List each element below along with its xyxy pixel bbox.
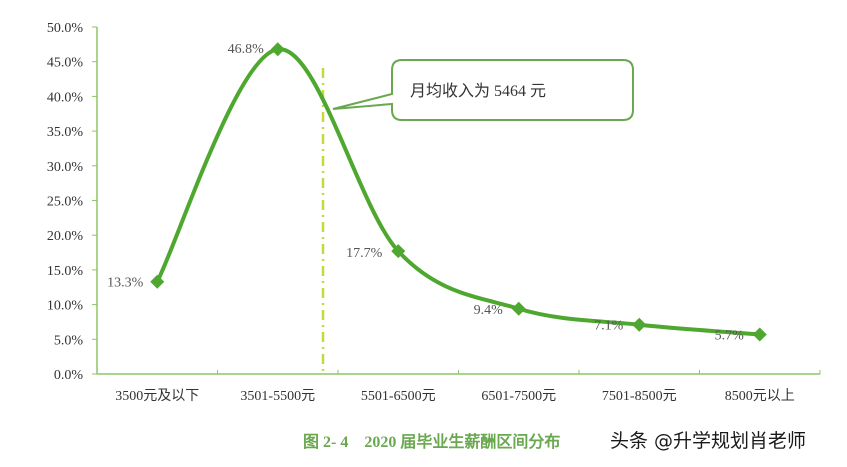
figure-caption: 图 2- 4 2020 届毕业生薪酬区间分布 (303, 434, 561, 451)
callout-text: 月均收入为 5464 元 (410, 82, 546, 100)
y-tick-label: 50.0% (47, 21, 84, 36)
average-income-callout: 月均收入为 5464 元 (332, 59, 634, 121)
data-markers (150, 42, 767, 342)
data-label: 13.3% (107, 276, 144, 291)
x-tick-label: 8500元以上 (725, 388, 795, 404)
data-label: 17.7% (346, 246, 383, 261)
x-tick-label: 5501-6500元 (361, 389, 436, 404)
y-tick-label: 45.0% (47, 56, 84, 71)
y-tick-label: 40.0% (47, 90, 84, 105)
x-axis: 3500元及以下 3501-5500元 5501-6500元 6501-7500元 75… (96, 370, 821, 404)
y-tick-label: 20.0% (47, 229, 84, 244)
y-tick-label: 15.0% (47, 264, 84, 279)
data-label: 46.8% (228, 42, 265, 57)
watermark: 头条 @升学规划肖老师 (610, 430, 807, 452)
data-labels: 13.3% 46.8% 17.7% 9.4% 7.1% 5.7% (107, 42, 744, 343)
data-label: 9.4% (474, 303, 504, 318)
diamond-marker-icon (270, 42, 285, 57)
diamond-marker-icon (752, 327, 767, 342)
diamond-marker-icon (632, 317, 647, 332)
data-label: 7.1% (594, 319, 624, 334)
y-tick-label: 25.0% (47, 195, 84, 210)
y-tick-label: 30.0% (47, 160, 84, 175)
x-tick-label: 6501-7500元 (481, 389, 556, 404)
y-tick-label: 0.0% (54, 368, 84, 383)
diamond-marker-icon (511, 301, 526, 316)
diamond-marker-icon (150, 274, 165, 289)
y-tick-label: 35.0% (47, 125, 84, 140)
y-tick-label: 10.0% (47, 299, 84, 314)
data-label: 5.7% (715, 328, 745, 343)
x-tick-label: 3500元及以下 (115, 388, 199, 404)
diamond-marker-icon (391, 244, 406, 259)
y-tick-label: 5.0% (54, 333, 84, 348)
y-axis: 0.0% 5.0% 10.0% 15.0% 20.0% 25.0% 30.0% 35.0% 40… (47, 21, 98, 383)
callout-bubble (332, 59, 634, 121)
x-tick-label: 7501-8500元 (602, 389, 677, 404)
x-tick-label: 3501-5500元 (240, 389, 315, 404)
